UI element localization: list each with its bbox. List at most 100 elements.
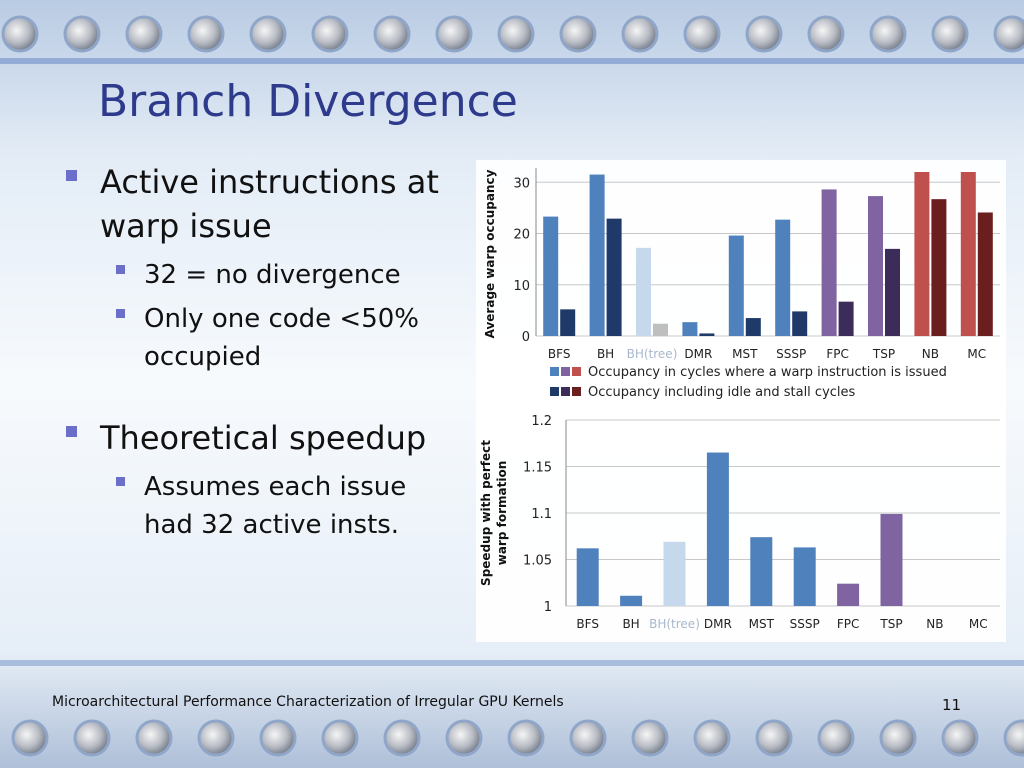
bar-issue-occupancy <box>589 174 605 336</box>
occupancy-chart-panel: 0 10 20 30 Average warp occupancy BFS BH BH(tre… <box>476 160 1006 410</box>
solder-pad <box>445 719 483 757</box>
solder-pad <box>373 15 411 53</box>
bullet-one-code-occupied: Only one code <50% occupied <box>62 300 462 376</box>
solder-pad <box>497 15 535 53</box>
bullet-list: Active instructions at warp issue 32 = n… <box>62 160 462 550</box>
x-tick-label: NB <box>922 347 939 361</box>
solder-pad <box>569 719 607 757</box>
y-tick-label: 1.1 <box>531 507 552 522</box>
solder-pad <box>73 719 111 757</box>
bullet-theoretical-speedup: Theoretical speedup <box>62 416 462 460</box>
bar-speedup <box>620 595 643 606</box>
bar-issue-occupancy <box>775 219 791 336</box>
x-tick-label: BH(tree) <box>649 617 700 631</box>
bar-total-occupancy <box>653 323 668 336</box>
bar-speedup <box>576 548 599 606</box>
x-tick-label: FPC <box>837 617 860 631</box>
solder-pad <box>435 15 473 53</box>
legend-swatch <box>550 387 559 396</box>
solder-pad <box>321 719 359 757</box>
solder-pad <box>621 15 659 53</box>
solder-pad <box>745 15 783 53</box>
solder-pad <box>817 719 855 757</box>
x-tick-label: TSP <box>879 617 902 631</box>
x-tick-label: DMR <box>684 347 712 361</box>
solder-pad <box>993 15 1024 53</box>
x-tick-label: BFS <box>576 617 599 631</box>
x-tick-label: DMR <box>704 617 732 631</box>
bar-total-occupancy <box>885 248 900 336</box>
solder-pad <box>631 719 669 757</box>
y-tick-label: 1 <box>544 600 552 615</box>
x-tick-label: MC <box>969 617 988 631</box>
bar-total-occupancy <box>838 301 854 336</box>
solder-pad <box>259 719 297 757</box>
solder-pads-bottom <box>11 719 1024 757</box>
speedup-chart: 1 1.05 1.1 1.15 1.2 Speedup with perfect warp … <box>479 414 1000 631</box>
bullet-assumes-32-active: Assumes each issue had 32 active insts. <box>62 468 462 544</box>
bar-issue-occupancy <box>543 216 559 336</box>
bar-total-occupancy <box>606 218 622 336</box>
bar-issue-occupancy <box>914 172 930 336</box>
y-tick-label: 1.15 <box>523 461 552 476</box>
solder-pad <box>683 15 721 53</box>
solder-pad <box>187 15 225 53</box>
solder-pad <box>63 15 101 53</box>
y-tick-label: 10 <box>513 279 530 294</box>
solder-pad <box>693 719 731 757</box>
bar-issue-occupancy <box>821 189 837 336</box>
y-tick-label: 1.05 <box>523 554 552 569</box>
solder-pad <box>931 15 969 53</box>
x-tick-label: BH(tree) <box>627 347 678 361</box>
x-tick-label: BH <box>597 347 614 361</box>
bar-issue-occupancy <box>728 235 744 336</box>
y-tick-label: 30 <box>513 176 530 191</box>
solder-pad <box>559 15 597 53</box>
legend-label: Occupancy including idle and stall cycle… <box>588 385 856 400</box>
bar-speedup <box>750 537 773 606</box>
solder-pad <box>869 15 907 53</box>
bar-speedup <box>793 547 816 606</box>
y-tick-label: 0 <box>522 330 530 345</box>
x-tick-label: TSP <box>872 347 895 361</box>
bar-speedup <box>837 583 860 606</box>
legend-swatch <box>572 387 581 396</box>
solder-pad <box>311 15 349 53</box>
bar-total-occupancy <box>977 212 993 336</box>
x-tick-label: FPC <box>826 347 849 361</box>
x-tick-label: MST <box>749 617 775 631</box>
bar-issue-occupancy <box>868 196 883 336</box>
footer-text: Microarchitectural Performance Character… <box>52 694 564 710</box>
bullet-no-divergence: 32 = no divergence <box>62 256 462 294</box>
solder-pad <box>383 719 421 757</box>
bar-total-occupancy <box>931 199 947 336</box>
bar-issue-occupancy <box>636 247 651 336</box>
legend-swatch <box>561 387 570 396</box>
y-axis-label: Speedup with perfect <box>479 440 493 586</box>
x-tick-label: SSSP <box>776 347 806 361</box>
solder-pad <box>941 719 979 757</box>
solder-pad <box>11 719 49 757</box>
bar-speedup <box>880 513 903 606</box>
y-tick-label: 1.2 <box>531 414 552 429</box>
legend-swatch <box>561 367 570 376</box>
bar-issue-occupancy <box>682 322 698 336</box>
x-tick-label: BFS <box>548 347 571 361</box>
bar-total-occupancy <box>699 333 715 336</box>
occupancy-chart: 0 10 20 30 Average warp occupancy BFS BH BH(tre… <box>483 168 1000 400</box>
solder-pad <box>249 15 287 53</box>
x-tick-label: SSSP <box>790 617 820 631</box>
speedup-chart-panel: 1 1.05 1.1 1.15 1.2 Speedup with perfect warp … <box>476 410 1006 642</box>
bar-total-occupancy <box>792 311 808 336</box>
x-tick-label: BH <box>622 617 639 631</box>
legend-swatch <box>550 367 559 376</box>
solder-pad <box>807 15 845 53</box>
solder-pad <box>1003 719 1024 757</box>
x-tick-label: NB <box>926 617 943 631</box>
x-tick-label: MST <box>732 347 758 361</box>
bullet-active-instructions: Active instructions at warp issue <box>62 160 462 248</box>
solder-pads-top <box>1 15 1024 53</box>
x-tick-label: MC <box>967 347 986 361</box>
solder-pad <box>197 719 235 757</box>
bar-speedup <box>706 452 729 606</box>
